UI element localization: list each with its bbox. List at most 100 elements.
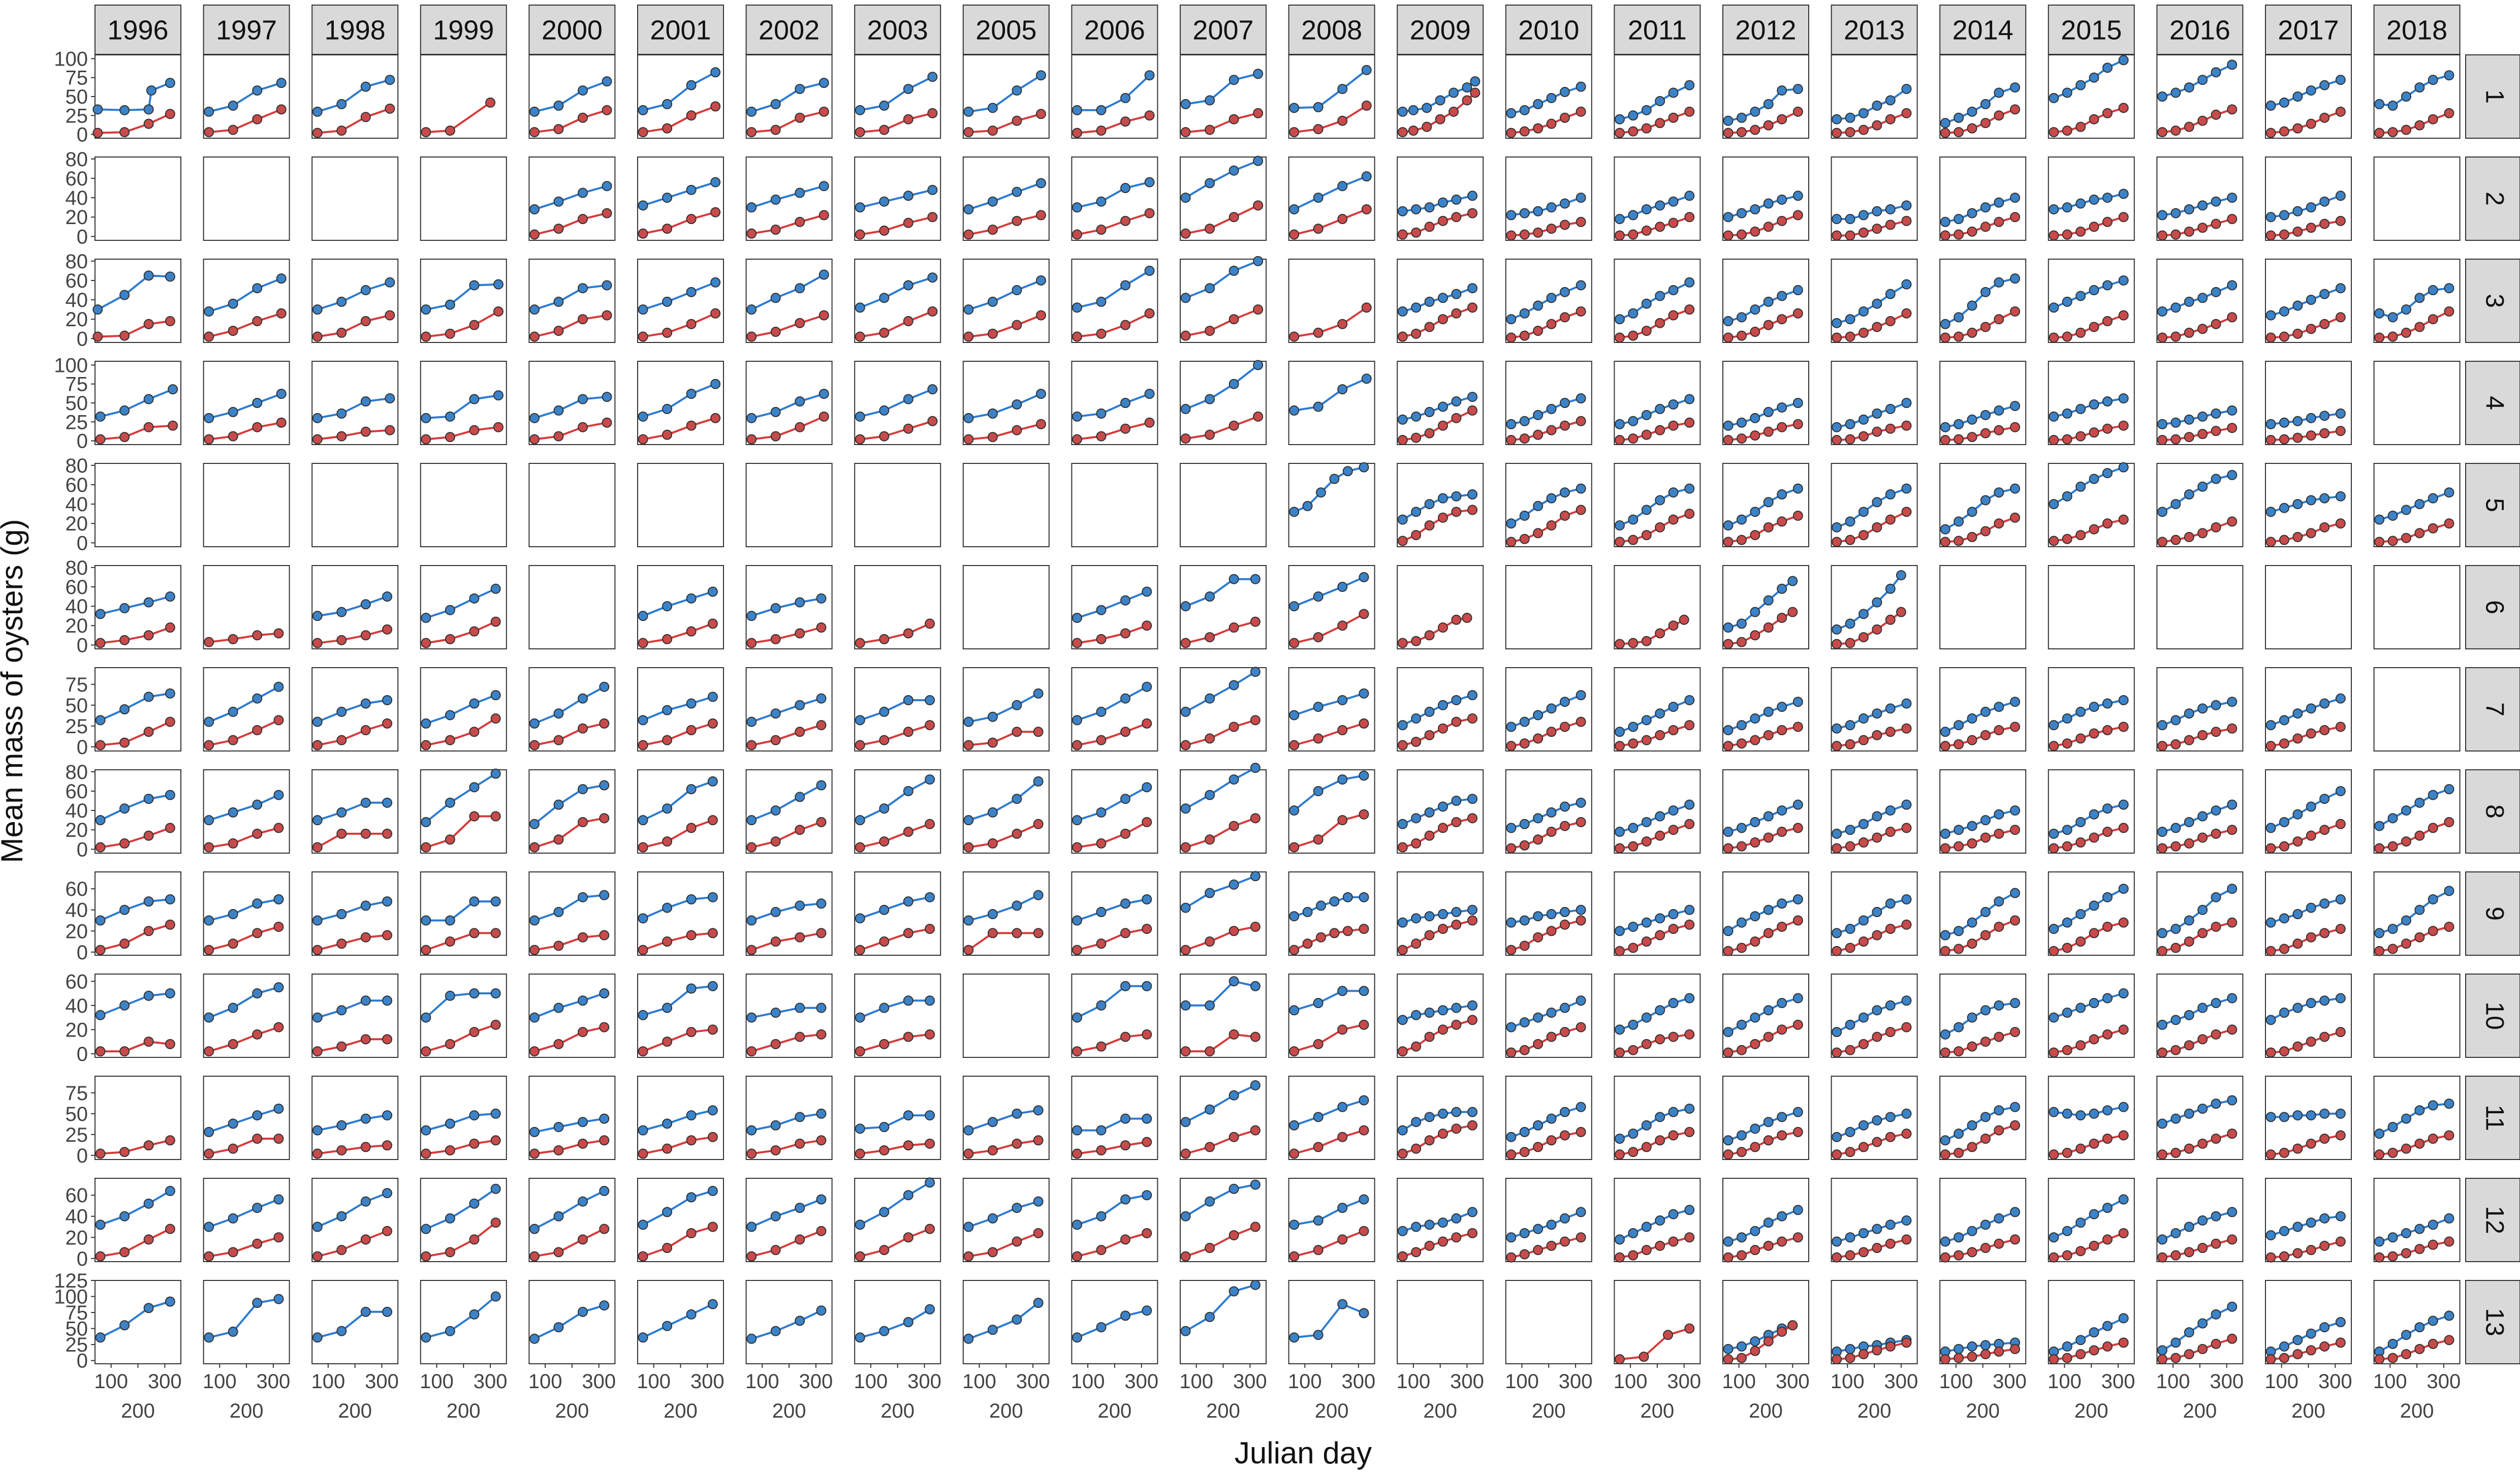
upper-series-point: [1845, 825, 1855, 835]
upper-series-point: [1519, 510, 1530, 521]
upper-series-point: [2184, 1222, 2194, 1232]
upper-series-point: [95, 715, 106, 726]
lower-series-point: [1289, 1148, 1300, 1159]
lower-series-point: [638, 638, 648, 648]
lower-series-point: [360, 1234, 371, 1245]
lower-series-point: [273, 823, 284, 833]
upper-series-point: [2118, 1102, 2129, 1112]
upper-series-line: [642, 985, 714, 1016]
upper-series-line: [642, 1303, 714, 1339]
upper-series-point: [312, 1125, 323, 1136]
facet-panel: [203, 156, 290, 241]
lower-series-point: [638, 127, 648, 138]
column-strip-label: 2015: [2061, 15, 2122, 46]
lower-series-point: [816, 1029, 827, 1040]
lower-series-point: [336, 735, 347, 745]
upper-series-point: [602, 181, 612, 192]
upper-series-point: [336, 296, 347, 307]
lower-series-point: [1467, 813, 1478, 824]
upper-series-point: [204, 915, 214, 926]
upper-series-point: [855, 1219, 865, 1230]
lower-series-point: [529, 740, 540, 750]
upper-series-point: [707, 692, 718, 702]
lower-series-point: [490, 1135, 501, 1146]
upper-series-point: [1451, 695, 1462, 705]
x-tick-label: 300: [2318, 1370, 2352, 1393]
upper-series-point: [529, 413, 540, 423]
lower-series-point: [1954, 739, 1964, 749]
lower-series-point: [1845, 331, 1855, 342]
facet-panel: [2373, 1280, 2461, 1365]
upper-series-point: [1980, 495, 1991, 506]
upper-series-point: [1519, 416, 1530, 426]
upper-series-point: [2374, 308, 2385, 319]
x-tick-label: 200: [880, 1400, 915, 1422]
upper-series-point: [1142, 782, 1152, 793]
x-tick-label: 300: [474, 1370, 508, 1393]
upper-series-point: [2197, 703, 2208, 714]
facet-panel: [2048, 871, 2135, 956]
column-strip: [203, 5, 290, 55]
upper-series-point: [1872, 708, 1882, 719]
lower-series-point: [2265, 1354, 2276, 1365]
lower-series-point: [2335, 312, 2346, 323]
lower-series-point: [1628, 433, 1639, 444]
lower-series-point: [1437, 723, 1448, 734]
upper-series-point: [599, 681, 610, 692]
upper-series-point: [1723, 622, 1734, 633]
panel-frame: [1288, 259, 1375, 343]
upper-series-point: [421, 1332, 431, 1343]
upper-series-point: [2428, 1219, 2438, 1230]
lower-series-point: [1250, 813, 1261, 824]
facet-panel: [1831, 463, 1918, 547]
panel-frame: [1614, 1280, 1701, 1364]
lower-series-point: [2319, 319, 2330, 329]
lower-series-point: [1684, 212, 1695, 223]
upper-series-point: [1994, 197, 2004, 208]
lower-series-point: [2197, 1138, 2208, 1149]
upper-series-point: [553, 196, 564, 207]
lower-series-line: [750, 724, 823, 746]
upper-series-point: [2428, 790, 2438, 800]
lower-series-point: [879, 735, 890, 745]
lower-series-point: [1519, 330, 1530, 341]
upper-series-point: [1614, 114, 1625, 124]
facet-panel: [2265, 54, 2352, 139]
upper-series-line: [533, 284, 608, 311]
lower-series-point: [2049, 1149, 2059, 1160]
upper-series-point: [2279, 503, 2289, 513]
lower-series-point: [1750, 735, 1760, 745]
upper-series-point: [1205, 1104, 1215, 1115]
y-tick-label: 40: [66, 187, 88, 209]
lower-series-line: [1076, 421, 1151, 441]
lower-series-line: [750, 1230, 823, 1258]
y-tick-label: 80: [66, 455, 88, 477]
upper-series-point: [1763, 1217, 1774, 1228]
lower-series-point: [1096, 1145, 1107, 1155]
lower-series-point: [1337, 1132, 1348, 1142]
panel-frame: [528, 667, 616, 751]
column-strip: [1288, 5, 1375, 55]
lower-series-point: [987, 1247, 998, 1258]
upper-series-point: [1614, 926, 1625, 936]
lower-series-point: [273, 1232, 284, 1243]
lower-series-point: [987, 928, 998, 938]
lower-series-point: [1792, 722, 1803, 732]
upper-series-point: [165, 790, 175, 800]
upper-series-line: [750, 393, 825, 419]
lower-series-point: [1777, 215, 1787, 226]
upper-series-point: [1763, 706, 1774, 717]
upper-series-point: [686, 184, 697, 195]
lower-series-point: [1435, 114, 1445, 124]
upper-series-point: [1467, 690, 1478, 701]
upper-series-point: [1872, 206, 1882, 216]
panel-frame: [1180, 1280, 1267, 1364]
lower-series-point: [1872, 624, 1882, 635]
upper-series-point: [1250, 667, 1261, 677]
lower-series-point: [1228, 212, 1239, 223]
lower-series-point: [1180, 433, 1191, 444]
upper-series-point: [1120, 794, 1131, 804]
lower-series-point: [1559, 821, 1570, 831]
upper-series-point: [2414, 293, 2425, 303]
upper-series-point: [445, 1118, 455, 1129]
